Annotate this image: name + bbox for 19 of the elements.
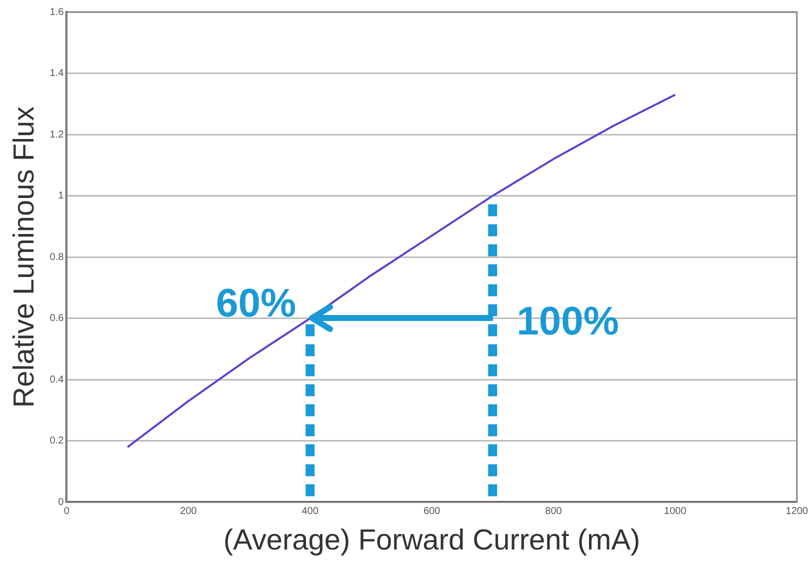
- annotation: 100%: [516, 299, 619, 344]
- y-tick-label: 0.4: [50, 374, 64, 386]
- y-tick-label: 1: [58, 190, 64, 202]
- annotation: 60%: [216, 281, 296, 326]
- x-tick-label: 800: [545, 506, 562, 517]
- x-tick-label: 200: [180, 506, 198, 517]
- y-tick-label: 1.4: [50, 68, 64, 80]
- y-axis-title: Relative Luminous Flux: [8, 106, 40, 408]
- x-tick-label: 600: [423, 506, 441, 517]
- x-axis-title: (Average) Forward Current (mA): [223, 524, 640, 557]
- y-tick-label: 1.2: [50, 129, 64, 140]
- y-tick-label: 0.2: [50, 436, 64, 447]
- y-tick-label: 1.6: [50, 6, 64, 18]
- x-tick-label: 1200: [786, 506, 808, 517]
- y-tick-label: 0: [58, 496, 64, 508]
- y-tick-label: 0.6: [50, 313, 64, 324]
- y-tick-label: 0.8: [50, 252, 64, 263]
- x-tick-label: 400: [302, 506, 319, 517]
- x-tick-label: 1000: [664, 506, 687, 517]
